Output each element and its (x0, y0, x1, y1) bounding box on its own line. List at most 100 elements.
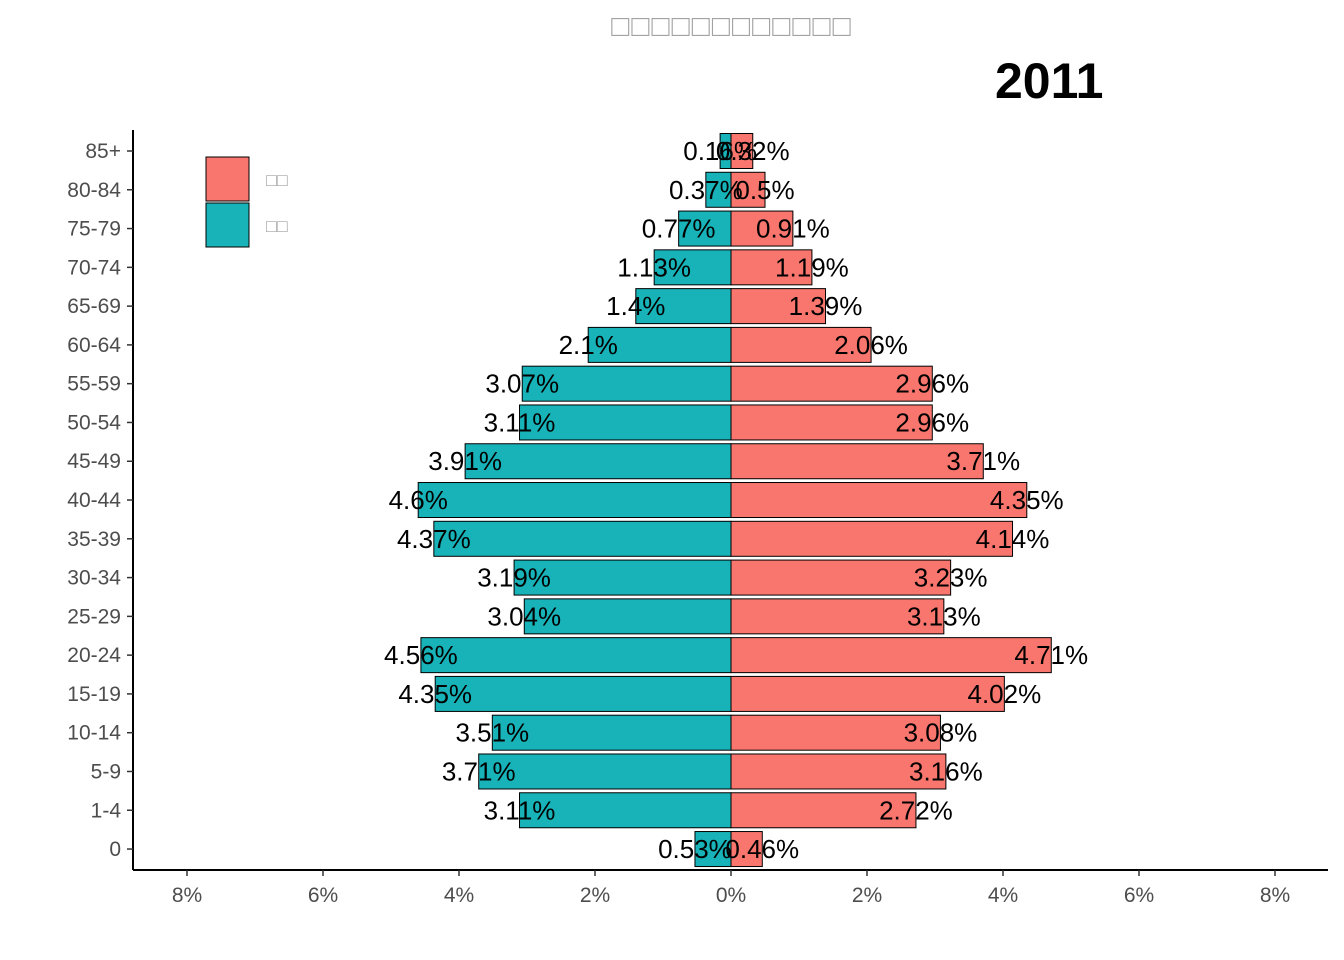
male-bar-label: 1.13% (617, 252, 691, 282)
x-tick-label: 4% (444, 884, 474, 907)
y-tick-label: 20-24 (67, 644, 121, 667)
y-tick-label: 30-34 (67, 567, 121, 590)
male-bar-label: 3.11% (484, 407, 556, 437)
female-bar (730, 443, 984, 480)
female-bar-label: 0.91% (756, 214, 830, 244)
male-bar (433, 520, 732, 557)
female-bar-label: 4.02% (967, 679, 1041, 709)
female-bar (730, 404, 933, 441)
female-bar (730, 714, 941, 751)
male-bar-label: 4.37% (397, 524, 471, 554)
y-tick-label: 35-39 (67, 528, 121, 551)
male-bar-label: 3.11% (484, 795, 556, 825)
male-bar (513, 559, 732, 596)
x-tick-label: 8% (172, 884, 202, 907)
male-bar-label: 3.71% (442, 756, 516, 786)
female-bar (730, 249, 813, 286)
female-bar (730, 753, 947, 790)
y-tick-label: 1-4 (91, 799, 122, 822)
female-bar-label: 2.06% (834, 330, 908, 360)
male-bar-label: 4.6% (389, 485, 448, 515)
x-tick-label: 4% (988, 884, 1018, 907)
female-bar (730, 675, 1005, 712)
male-bar (478, 753, 732, 790)
male-bar (694, 831, 732, 868)
female-bar-label: 3.13% (907, 601, 981, 631)
male-bar (653, 249, 732, 286)
female-bar-label: 0.5% (735, 175, 794, 205)
male-bar (491, 714, 732, 751)
male-bar-label: 1.4% (606, 291, 665, 321)
female-bar (730, 637, 1052, 674)
y-tick-label: 85+ (85, 140, 121, 163)
male-bar-label: 2.1% (559, 330, 618, 360)
male-bar-label: 0.16% (683, 136, 757, 166)
female-bar-label: 1.19% (775, 252, 849, 282)
male-bar (434, 675, 732, 712)
female-bar (730, 559, 952, 596)
female-bar-label: 2.72% (879, 795, 953, 825)
female-bar (730, 365, 933, 402)
female-bar (730, 326, 872, 363)
x-tick-label: 2% (580, 884, 610, 907)
y-tick-label: 60-64 (67, 334, 121, 357)
female-bar (730, 288, 827, 325)
male-bar (705, 171, 732, 208)
male-bar-label: 3.04% (487, 601, 561, 631)
y-tick-label: 50-54 (67, 411, 121, 434)
female-bar-label: 0.46% (725, 834, 799, 864)
female-bar-label: 1.39% (789, 291, 863, 321)
male-bar (417, 482, 732, 519)
male-bar-label: 3.51% (455, 718, 529, 748)
male-bar (521, 365, 732, 402)
chart-title: □□□□□□□□□□□□ (611, 10, 853, 43)
female-bar (730, 598, 945, 635)
male-bar-label: 3.19% (477, 563, 551, 593)
legend-label-male: □□ (266, 216, 288, 236)
y-tick-label: 25-29 (67, 605, 121, 628)
female-bar (730, 133, 754, 169)
x-tick-label: 6% (1124, 884, 1154, 907)
y-tick-label: 5-9 (91, 760, 121, 783)
male-bar (587, 326, 732, 363)
male-bar-label: 3.91% (428, 446, 502, 476)
male-bar-label: 3.07% (485, 369, 559, 399)
female-bar-label: 4.35% (990, 485, 1064, 515)
male-bar-label: 4.35% (398, 679, 472, 709)
y-tick-label: 10-14 (67, 722, 121, 745)
x-tick-label: 8% (1260, 884, 1290, 907)
female-bar-label: 4.71% (1014, 640, 1088, 670)
female-bar (730, 210, 794, 247)
x-tick-label: 0% (716, 884, 746, 907)
female-bar-label: 0.32% (716, 136, 790, 166)
female-bar-label: 3.16% (909, 756, 983, 786)
y-tick-label: 0 (109, 838, 121, 861)
male-bar-label: 0.77% (642, 214, 716, 244)
y-tick-label: 15-19 (67, 683, 121, 706)
female-bar (730, 171, 766, 208)
y-tick-label: 65-69 (67, 295, 121, 318)
y-tick-label: 75-79 (67, 218, 121, 241)
male-bar (523, 598, 732, 635)
male-bar (420, 637, 732, 674)
female-bar (730, 792, 917, 829)
male-bar-label: 0.53% (658, 834, 732, 864)
female-bar-label: 3.23% (914, 563, 988, 593)
female-bar (730, 831, 763, 868)
female-bar-label: 2.96% (895, 369, 969, 399)
legend-label-female: □□ (266, 170, 288, 190)
female-bar-label: 2.96% (895, 407, 969, 437)
y-tick-label: 80-84 (67, 179, 121, 202)
female-bar-label: 4.14% (976, 524, 1050, 554)
legend-key-male (205, 202, 250, 248)
year-label: 2011 (995, 53, 1104, 109)
y-tick-label: 55-59 (67, 373, 121, 396)
male-bar-label: 4.56% (384, 640, 458, 670)
female-bar (730, 482, 1028, 519)
male-bar (464, 443, 732, 480)
male-bar-label: 0.37% (669, 175, 743, 205)
y-tick-label: 45-49 (67, 450, 121, 473)
y-tick-label: 70-74 (67, 256, 121, 279)
x-tick-label: 6% (308, 884, 338, 907)
